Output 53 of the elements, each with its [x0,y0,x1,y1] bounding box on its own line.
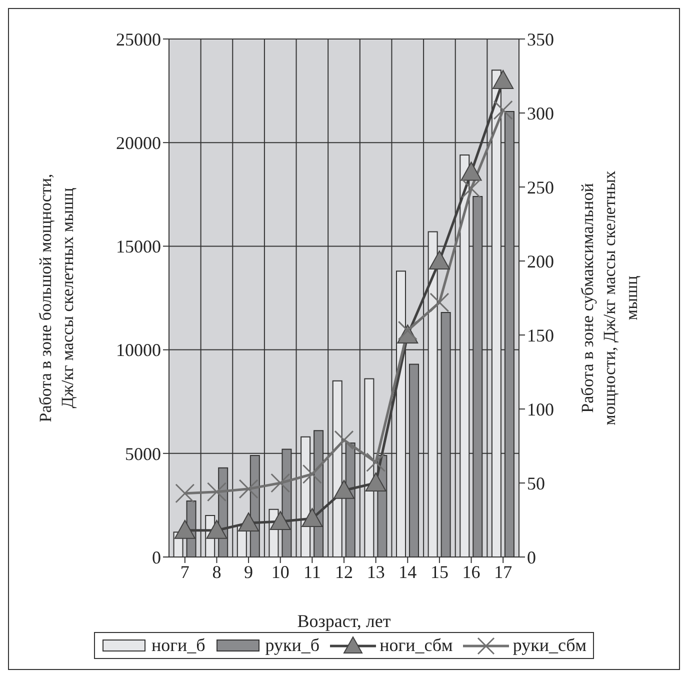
x-axis-title: Возраст, лет [297,611,391,631]
y-tick-label: 5000 [125,444,161,464]
x-tick-label: 17 [494,562,512,582]
point [334,480,354,499]
y2-tick-label: 200 [527,251,554,272]
x-tick-label: 12 [335,562,353,582]
point [428,250,450,270]
point [493,100,513,120]
point [174,520,196,539]
y-axis-title: Работа в зоне большой мощности, Дж/кг массы скелетных мышц [36,174,77,422]
x-tick-label: 16 [462,562,480,582]
y2-tick-label: 300 [527,103,554,124]
y2-axis-title: Работа в зоне субмаксимальной мощности, Дж/кг массы скелетных мышц [578,170,641,426]
y-tick-label: 20000 [116,132,161,153]
point [238,512,260,532]
point [460,162,482,181]
y-tick-label: 15000 [116,236,161,257]
y2-tick-label: 350 [527,29,554,50]
point [430,292,450,312]
point [302,508,323,528]
point [462,178,482,198]
x-tick-label: 15 [430,562,448,582]
point [270,473,290,493]
y2-tick-label: 100 [527,399,554,420]
y2-tick-label: 50 [527,473,545,494]
x-tick-label: 11 [304,562,321,582]
y2-tick-label: 250 [527,177,554,198]
point [492,70,514,89]
y-tick-label: 25000 [116,29,161,50]
x-tick-label: 7 [180,562,190,582]
point [238,479,258,499]
legend-label: ноги_б [151,635,206,656]
x-tick-label: 13 [366,562,385,582]
legend-label: руки_сбм [512,635,587,656]
legend-label: руки_б [265,635,320,656]
y-tick-label: 0 [152,547,161,568]
x-tick-label: 14 [398,562,417,582]
x-tick-label: 10 [271,562,290,582]
y2-tick-label: 0 [527,547,536,568]
point [366,452,386,472]
point [270,510,291,530]
point [302,464,322,484]
point [365,472,386,492]
x-tick-label: 8 [212,562,222,582]
point [334,430,354,450]
y2-tick-label: 150 [527,325,554,346]
x-tick-label: 9 [244,562,254,582]
point [175,484,195,504]
point [206,520,228,539]
point [398,320,418,340]
point [206,482,226,502]
legend-label: ноги_сбм [380,635,453,656]
y-tick-label: 10000 [116,340,161,360]
